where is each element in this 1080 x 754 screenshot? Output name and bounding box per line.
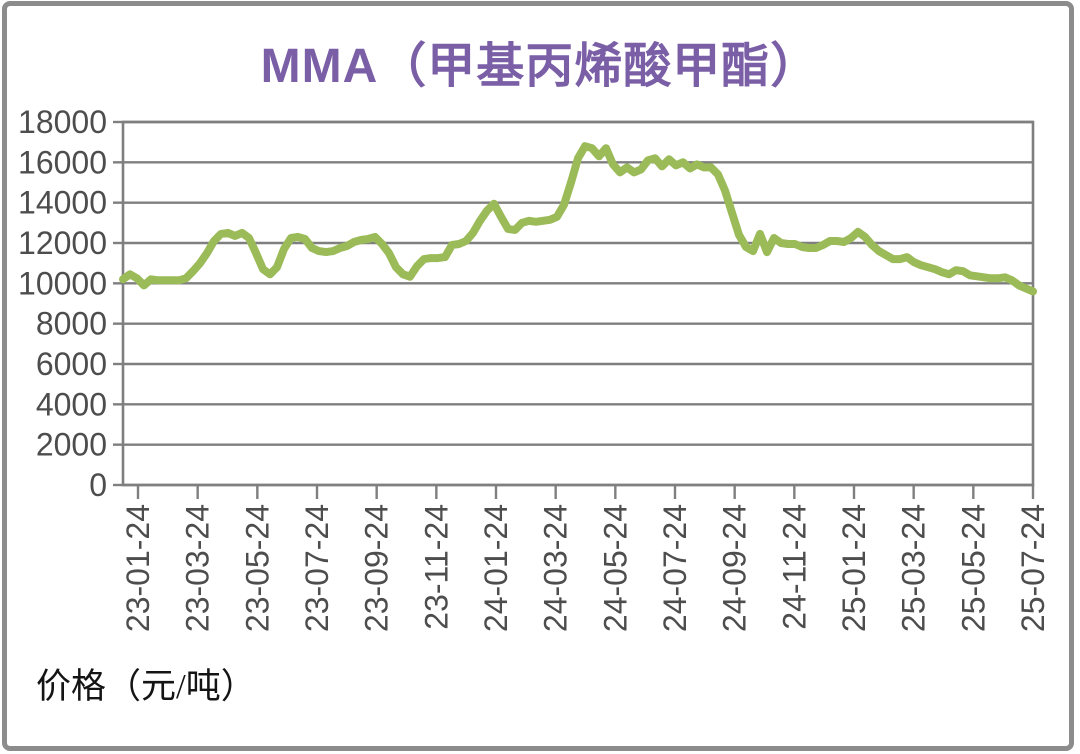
y-tick-label: 0: [89, 467, 107, 503]
y-tick-label: 16000: [18, 144, 107, 180]
y-tick-label: 6000: [36, 346, 107, 382]
x-tick-label: 23-03-24: [180, 504, 216, 632]
plot-border: [121, 120, 1035, 487]
y-tick-label: 4000: [36, 386, 107, 422]
y-tick-label: 12000: [18, 225, 107, 261]
x-tick-label: 23-01-24: [120, 504, 156, 632]
price-series-line: [119, 142, 1037, 296]
x-tick-label: 23-05-24: [239, 504, 275, 632]
x-tick-label: 23-11-24: [418, 504, 454, 630]
x-tick-label: 23-09-24: [359, 504, 395, 632]
x-tick-label: 24-03-24: [538, 504, 574, 632]
y-tick-label: 18000: [18, 104, 107, 140]
x-tick-label: 25-05-24: [955, 504, 991, 632]
x-tick-label: 24-05-24: [597, 504, 633, 632]
x-tick-label: 23-07-24: [299, 504, 335, 632]
y-tick-label: 10000: [18, 265, 107, 301]
chart-title: MMA（甲基丙烯酸甲酯）: [260, 40, 820, 93]
x-tick-label: 24-01-24: [478, 504, 514, 632]
y-tick-label: 2000: [36, 427, 107, 463]
y-tick-label: 14000: [18, 185, 107, 221]
x-tick-label: 24-07-24: [657, 504, 693, 632]
y-tick-label: 8000: [36, 306, 107, 342]
x-tick-label: 25-03-24: [896, 504, 932, 632]
x-tick-label: 25-01-24: [836, 504, 872, 632]
x-tick-label: 24-09-24: [717, 504, 753, 632]
x-tick-label: 25-07-24: [1015, 504, 1051, 632]
y-axis-unit-label: 价格（元/吨）: [36, 667, 256, 706]
x-tick-label: 24-11-24: [776, 504, 812, 630]
